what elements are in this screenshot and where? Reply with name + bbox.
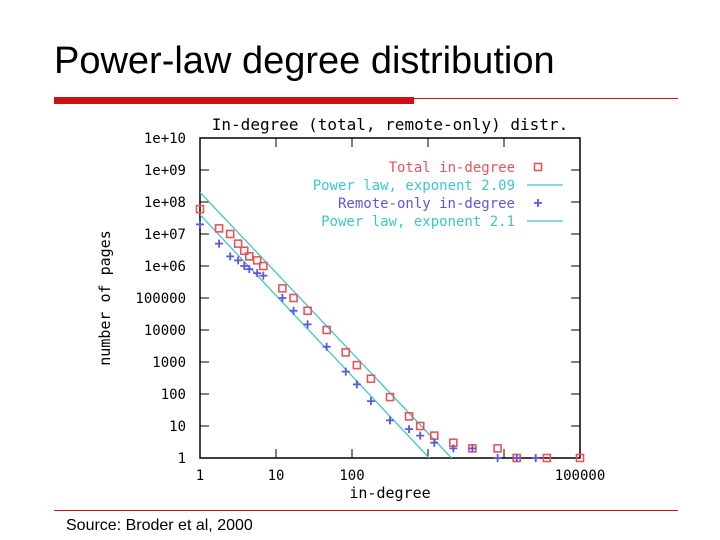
y-tick-label: 1e+08 <box>144 195 186 211</box>
slide-title: Power-law degree distribution <box>54 40 555 82</box>
point-remote-only-in-degree <box>405 425 414 434</box>
point-remote-only-in-degree <box>386 416 394 425</box>
y-tick-label: 100 <box>161 387 186 403</box>
point-total-in-degree <box>341 348 351 357</box>
point-total-in-degree <box>352 360 362 370</box>
point-total-in-degree <box>289 293 298 303</box>
x-axis-label: in-degree <box>349 484 430 502</box>
point-total-in-degree <box>366 374 376 384</box>
y-tick-label: 1e+09 <box>144 163 186 179</box>
legend-label: Remote-only in-degree <box>338 196 515 212</box>
title-rule <box>414 98 678 99</box>
y-tick-label: 1 <box>178 451 186 467</box>
point-total-in-degree <box>233 239 243 248</box>
x-tick-label: 100 <box>339 468 364 484</box>
legend-swatch <box>533 162 543 172</box>
point-total-in-degree <box>404 412 414 421</box>
title-accent-bar <box>54 97 414 104</box>
y-tick-label: 10 <box>169 419 186 435</box>
point-remote-only-in-degree <box>259 271 268 280</box>
chart-title: In-degree (total, remote-only) distr. <box>212 115 568 134</box>
y-tick-label: 1000 <box>152 355 186 371</box>
point-remote-only-in-degree <box>366 397 375 406</box>
point-remote-only-in-degree <box>234 256 243 265</box>
source-citation: Source: Broder et al, 2000 <box>66 517 253 534</box>
point-remote-only-in-degree <box>253 269 262 278</box>
point-remote-only-in-degree <box>416 431 425 440</box>
legend-swatch <box>534 199 542 207</box>
point-total-in-degree <box>244 252 254 261</box>
y-tick-label: 1e+06 <box>144 259 186 275</box>
point-total-in-degree <box>385 392 395 402</box>
footer-rule <box>54 510 678 511</box>
point-remote-only-in-degree <box>196 220 204 229</box>
point-remote-only-in-degree <box>303 320 312 329</box>
point-remote-only-in-degree <box>512 454 521 462</box>
point-remote-only-in-degree <box>215 239 224 248</box>
point-remote-only-in-degree <box>341 367 350 376</box>
point-total-in-degree <box>195 204 205 214</box>
point-total-in-degree <box>252 256 262 265</box>
point-remote-only-in-degree <box>322 342 331 351</box>
point-remote-only-in-degree <box>493 454 502 462</box>
point-remote-only-in-degree <box>226 252 235 261</box>
x-tick-label: 100000 <box>555 468 606 484</box>
point-remote-only-in-degree <box>449 444 458 453</box>
point-total-in-degree <box>415 421 425 431</box>
point-remote-only-in-degree <box>531 454 540 462</box>
y-tick-label: 1e+10 <box>144 131 186 147</box>
point-total-in-degree <box>542 453 552 463</box>
legend-label: Power law, exponent 2.1 <box>321 214 515 230</box>
point-total-in-degree <box>259 261 268 271</box>
point-total-in-degree <box>493 444 502 453</box>
y-tick-label: 10000 <box>144 323 186 339</box>
point-remote-only-in-degree <box>468 444 477 453</box>
point-remote-only-in-degree <box>278 294 287 302</box>
legend: Total in-degree Power law, exponent 2.09 R… <box>313 160 563 230</box>
point-remote-only-in-degree <box>240 262 249 270</box>
point-total-in-degree <box>322 325 331 335</box>
point-remote-only-in-degree <box>245 265 254 274</box>
point-remote-only-in-degree <box>352 380 361 389</box>
legend-label: Power law, exponent 2.09 <box>313 178 515 194</box>
point-total-in-degree <box>303 306 312 316</box>
x-tick-label: 1 <box>196 468 204 484</box>
point-total-in-degree <box>214 224 224 233</box>
point-total-in-degree <box>239 246 249 256</box>
y-tick-label: 1e+07 <box>144 227 186 243</box>
point-total-in-degree <box>225 229 235 239</box>
point-remote-only-in-degree <box>430 438 439 447</box>
point-remote-only-in-degree <box>289 306 298 315</box>
point-total-in-degree <box>278 284 287 293</box>
x-tick-label: 10 <box>268 468 285 484</box>
point-total-in-degree <box>575 453 585 463</box>
y-tick-label: 100000 <box>135 291 186 307</box>
y-axis-label: number of pages <box>96 230 114 365</box>
legend-label: Total in-degree <box>389 160 515 176</box>
